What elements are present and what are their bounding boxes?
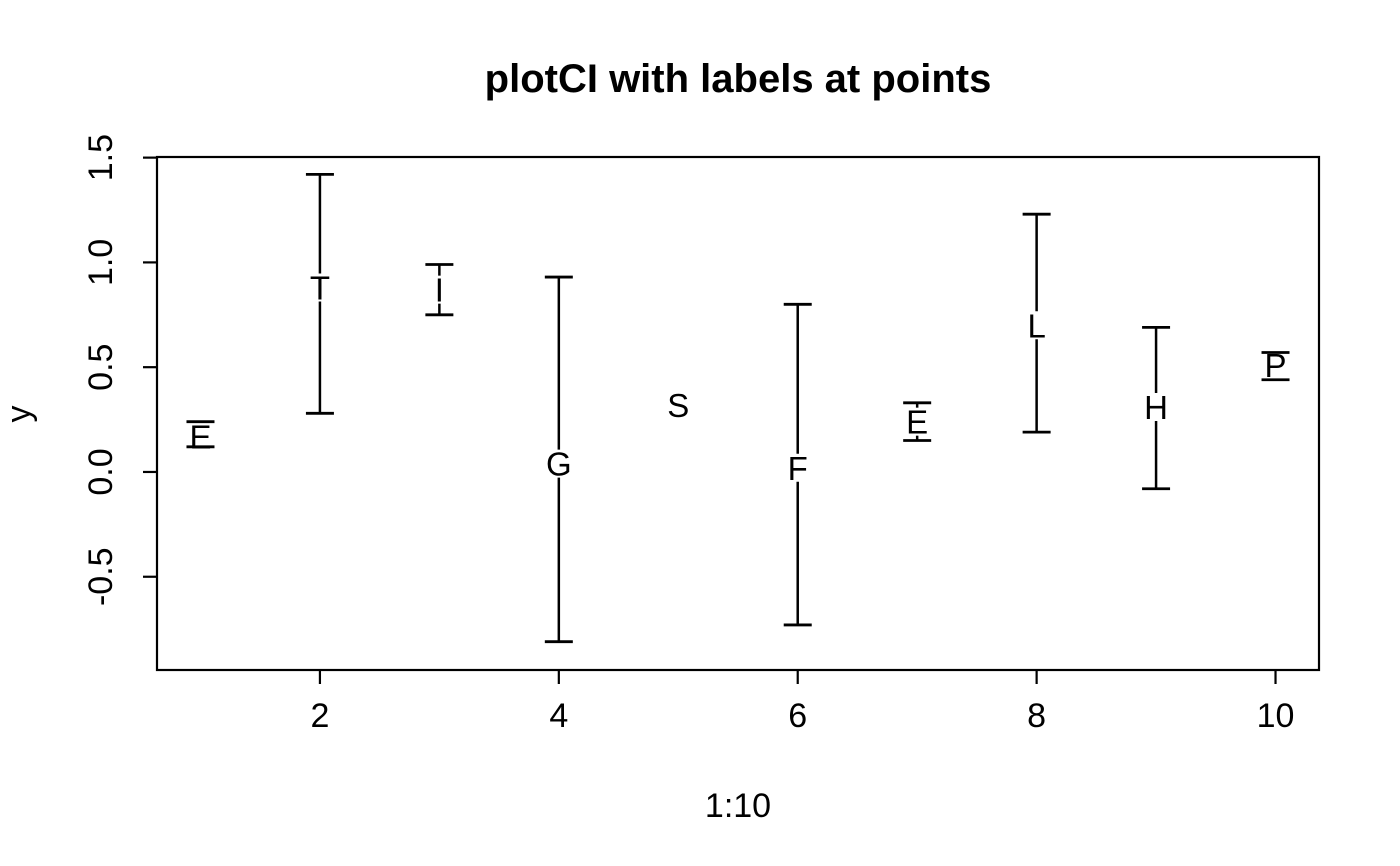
y-tick-label: 1.5 — [82, 134, 120, 181]
point-label: L — [1027, 307, 1045, 344]
point-label: I — [435, 272, 444, 309]
y-axis-title: y — [0, 406, 38, 423]
y-axis-ticks: -0.5 0.0 0.5 1.0 1.5 — [82, 134, 157, 606]
point-label: G — [546, 446, 572, 483]
x-tick-label: 4 — [549, 697, 568, 735]
point-label: F — [788, 450, 808, 487]
x-axis-title: 1:10 — [705, 787, 771, 825]
y-tick-label: -0.5 — [82, 547, 120, 606]
error-bar-series: E T I G S F E L H P — [186, 172, 1290, 644]
y-tick-label: 0.5 — [82, 344, 120, 391]
x-axis-ticks: 2 4 6 8 10 — [310, 670, 1294, 735]
point-label: H — [1144, 389, 1168, 426]
x-tick-label: 8 — [1027, 697, 1046, 735]
point-label: E — [189, 418, 211, 455]
y-tick-label: 0.0 — [82, 448, 120, 495]
x-tick-label: 6 — [788, 697, 807, 735]
x-tick-label: 10 — [1257, 697, 1295, 735]
point-label: P — [1265, 347, 1287, 384]
plot-area-border — [155, 155, 1321, 672]
point-label: T — [310, 270, 330, 307]
point-label: E — [906, 404, 928, 441]
chart-title: plotCI with labels at points — [485, 57, 992, 101]
x-tick-label: 2 — [310, 697, 329, 735]
point-label: S — [667, 387, 689, 424]
y-tick-label: 1.0 — [82, 239, 120, 286]
